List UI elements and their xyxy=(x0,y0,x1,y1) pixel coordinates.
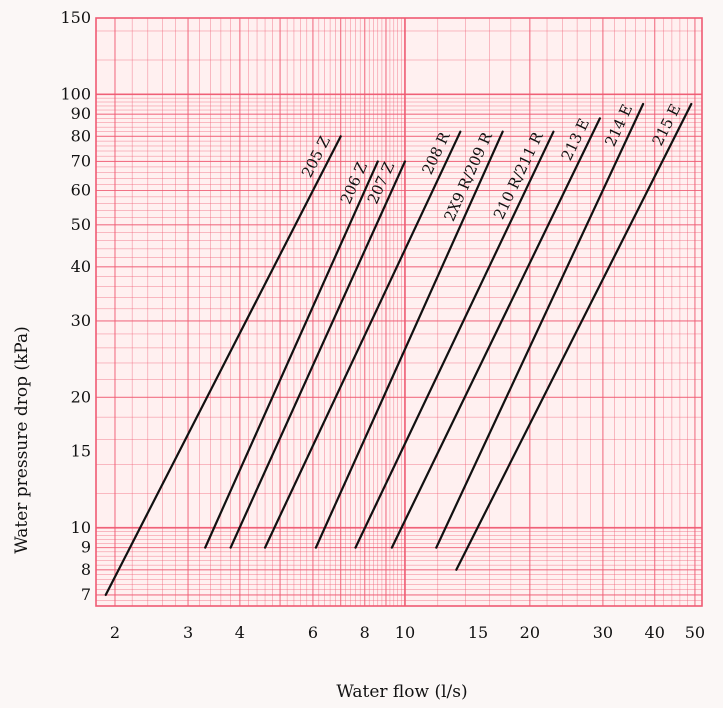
y-tick-label: 80 xyxy=(71,126,91,145)
grid xyxy=(96,18,702,606)
series-line xyxy=(435,102,645,549)
series-lines xyxy=(104,102,693,597)
y-tick-label: 10 xyxy=(71,518,91,537)
series-line xyxy=(104,135,342,597)
x-tick-label: 4 xyxy=(235,623,245,642)
x-tick-label: 6 xyxy=(308,623,318,642)
y-tick-label: 150 xyxy=(60,8,91,27)
x-axis-title: Water flow (l/s) xyxy=(336,682,467,702)
x-tick-label: 2 xyxy=(110,623,120,642)
y-tick-label: 50 xyxy=(71,215,91,234)
series-line xyxy=(204,160,379,549)
series-line xyxy=(354,130,555,549)
x-tick-label: 3 xyxy=(183,623,193,642)
y-tick-label: 40 xyxy=(71,257,91,276)
x-tick-label: 20 xyxy=(520,623,540,642)
y-tick-label: 20 xyxy=(71,387,91,406)
series-line xyxy=(229,160,407,549)
x-tick-label: 10 xyxy=(395,623,415,642)
x-tick-label: 50 xyxy=(685,623,705,642)
series-line xyxy=(390,117,601,549)
series-line xyxy=(314,130,504,549)
y-tick-label: 8 xyxy=(81,560,91,579)
y-tick-label: 60 xyxy=(71,180,91,199)
y-tick-label: 7 xyxy=(81,585,91,604)
series-line xyxy=(455,102,693,571)
y-tick-label: 15 xyxy=(71,441,91,460)
y-axis-title: Water pressure drop (kPa) xyxy=(12,326,32,554)
y-tick-label: 70 xyxy=(71,151,91,170)
y-tick-label: 9 xyxy=(81,538,91,557)
y-tick-label: 30 xyxy=(71,311,91,330)
plot-background xyxy=(96,18,702,606)
series-line xyxy=(263,130,462,549)
x-tick-labels: 2 3 4 6 8 10 15 20 30 40 50 xyxy=(110,623,705,642)
x-tick-label: 30 xyxy=(593,623,613,642)
x-tick-label: 8 xyxy=(360,623,370,642)
y-tick-label: 100 xyxy=(60,84,91,103)
plot-border xyxy=(95,17,703,607)
x-tick-label: 15 xyxy=(468,623,488,642)
x-tick-label: 40 xyxy=(645,623,665,642)
y-tick-label: 90 xyxy=(71,104,91,123)
